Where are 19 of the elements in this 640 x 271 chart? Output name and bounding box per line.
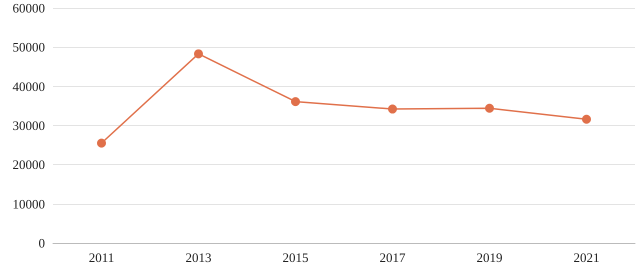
x-tick-label: 2017 [380,250,406,265]
y-tick-label: 0 [38,236,45,250]
x-tick-label: 2015 [282,250,308,265]
y-tick-label: 60000 [12,0,45,16]
point [97,138,106,148]
point [291,97,300,106]
x-tick-label: 2021 [574,250,600,265]
point [485,104,494,113]
x-tick-label: 2011 [88,250,114,265]
y-tick-label: 10000 [12,196,45,212]
y-tick-label: 30000 [12,118,45,133]
x-tick-label: 2019 [476,250,502,265]
point [194,49,203,58]
point [582,114,591,124]
y-tick-label: 50000 [12,40,45,55]
x-tick-label: 2013 [186,250,212,265]
point [388,104,397,114]
y-tick-label: 20000 [12,157,45,172]
y-tick-label: 40000 [12,78,45,94]
